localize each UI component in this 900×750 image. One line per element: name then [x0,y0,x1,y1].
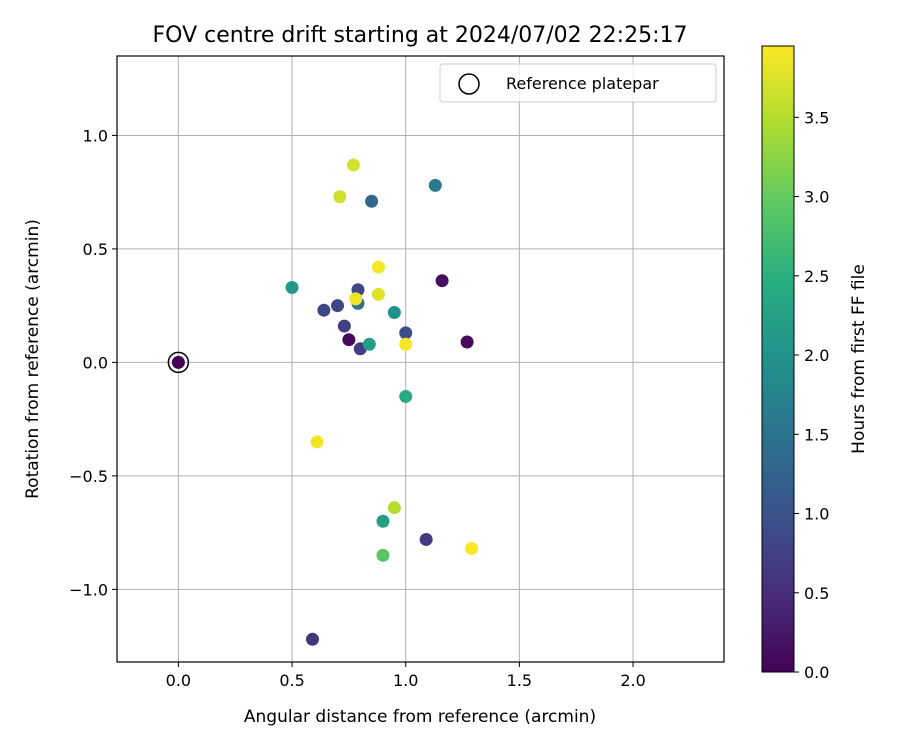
x-tick-label: 1.5 [507,671,532,690]
colorbar-tick-label: 1.0 [804,505,829,524]
data-point [346,158,360,172]
y-tick-label: −0.5 [69,467,108,486]
data-point [465,542,479,556]
data-point [399,337,413,351]
y-tick-label: 0.0 [83,353,108,372]
data-point [371,287,385,301]
legend-label: Reference platepar [506,74,659,93]
colorbar-tick-label: 3.5 [804,108,829,127]
x-tick-label: 0.5 [279,671,304,690]
data-point [171,355,185,369]
colorbar-gradient [761,45,795,673]
data-point [333,190,347,204]
x-tick-label: 1.0 [393,671,418,690]
data-point [317,303,331,317]
data-point [419,532,433,546]
colorbar-tick-label: 1.5 [804,425,829,444]
data-point [376,548,390,562]
colorbar-label: Hours from first FF file [849,264,869,454]
x-axis-ticks: 0.0 0.5 1.0 1.5 2.0 [166,662,646,690]
data-point [435,274,449,288]
data-point [342,333,356,347]
data-point [362,337,376,351]
colorbar-tick-label: 2.5 [804,267,829,286]
data-point [306,632,320,646]
y-axis-ticks: −1.0 −0.5 0.0 0.5 1.0 [69,126,117,599]
chart-title: FOV centre drift starting at 2024/07/02 … [153,23,688,48]
legend-marker-circle [458,73,480,95]
colorbar-tick-label: 2.0 [804,346,829,365]
data-point [387,305,401,319]
colorbar-tick-label: 0.0 [804,663,829,682]
data-point [331,299,345,313]
data-point [365,194,379,208]
colorbar-tick-label: 3.0 [804,188,829,207]
grid-lines [117,56,724,662]
data-point [285,281,299,295]
plot-frame [116,55,725,663]
data-point [399,389,413,403]
legend: Reference platepar [439,63,717,103]
colorbar: 0.0 0.5 1.0 1.5 2.0 2.5 3.0 3.5 Hours from firs… [761,45,869,682]
y-tick-label: 1.0 [83,126,108,145]
data-points [167,158,479,646]
data-point [428,178,442,192]
colorbar-ticks: 0.0 0.5 1.0 1.5 2.0 2.5 3.0 3.5 [794,108,829,682]
data-point [310,435,324,449]
data-point [349,292,363,306]
data-point [399,326,413,340]
colorbar-tick-label: 0.5 [804,584,829,603]
data-point [337,319,351,333]
y-axis-label: Rotation from reference (arcmin) [23,219,43,499]
y-tick-label: 0.5 [83,240,108,259]
data-point [371,260,385,274]
x-tick-label: 2.0 [620,671,645,690]
data-point [376,514,390,528]
data-point [387,501,401,515]
legend-box [439,63,717,103]
y-tick-label: −1.0 [69,580,108,599]
reference-marker [167,351,190,374]
x-tick-label: 0.0 [166,671,191,690]
x-axis-label: Angular distance from reference (arcmin) [244,707,596,727]
data-point [460,335,474,349]
